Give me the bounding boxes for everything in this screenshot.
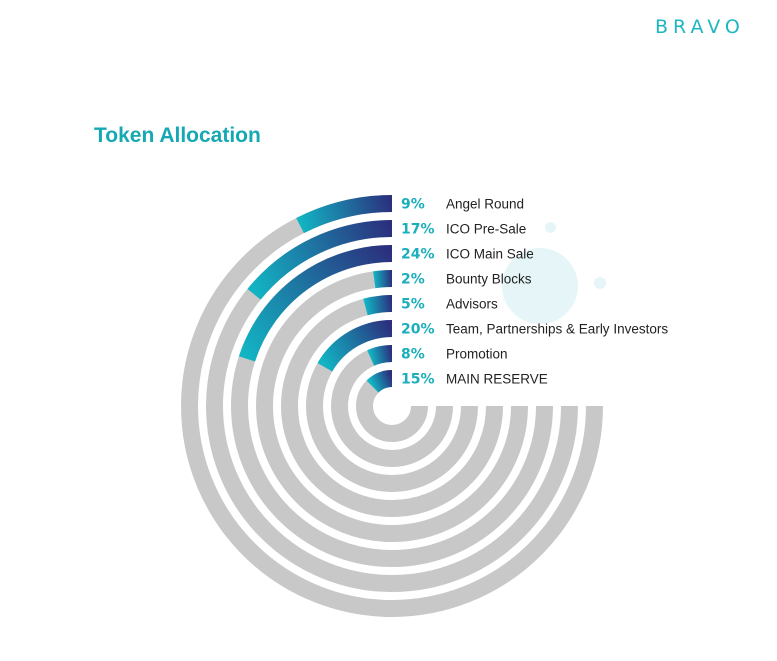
ring-bar [373, 270, 393, 289]
value-label: 17% [401, 222, 435, 238]
decorative-dot [594, 277, 606, 289]
value-label: 5% [401, 297, 425, 313]
decorative-dot [545, 222, 556, 233]
brand-logo: BRAVO [655, 16, 745, 38]
decorative-dot [502, 248, 578, 324]
value-label: 9% [401, 197, 425, 213]
value-label: 8% [401, 347, 425, 363]
ring-bar [363, 295, 393, 316]
category-label: Advisors [446, 297, 498, 312]
category-label: Angel Round [446, 197, 524, 212]
category-label: MAIN RESERVE [446, 372, 548, 387]
ring-bar [238, 245, 393, 362]
value-label: 20% [401, 322, 435, 338]
ring-bars [238, 195, 393, 394]
category-label: ICO Pre-Sale [446, 222, 526, 237]
ring-tracks [181, 195, 603, 617]
ring-bar [296, 195, 393, 234]
ring-bar [367, 345, 393, 366]
ring-labels: 9% Angel Round 17% ICO Pre-Sale 24% ICO Main … [401, 197, 668, 388]
value-label: 15% [401, 372, 435, 388]
ring-track [256, 270, 528, 542]
ring-track [281, 295, 503, 517]
ring-bar [247, 220, 393, 300]
ring-track [181, 195, 603, 617]
ring-track [331, 345, 453, 467]
category-label: ICO Main Sale [446, 247, 534, 262]
ring-bar [366, 370, 393, 394]
category-label: Bounty Blocks [446, 272, 532, 287]
value-label: 24% [401, 247, 435, 263]
category-label: Promotion [446, 347, 508, 362]
value-label: 2% [401, 272, 425, 288]
category-label: Team, Partnerships & Early Investors [446, 322, 668, 337]
ring-bar [317, 320, 393, 372]
chart-title: Token Allocation [94, 124, 261, 147]
